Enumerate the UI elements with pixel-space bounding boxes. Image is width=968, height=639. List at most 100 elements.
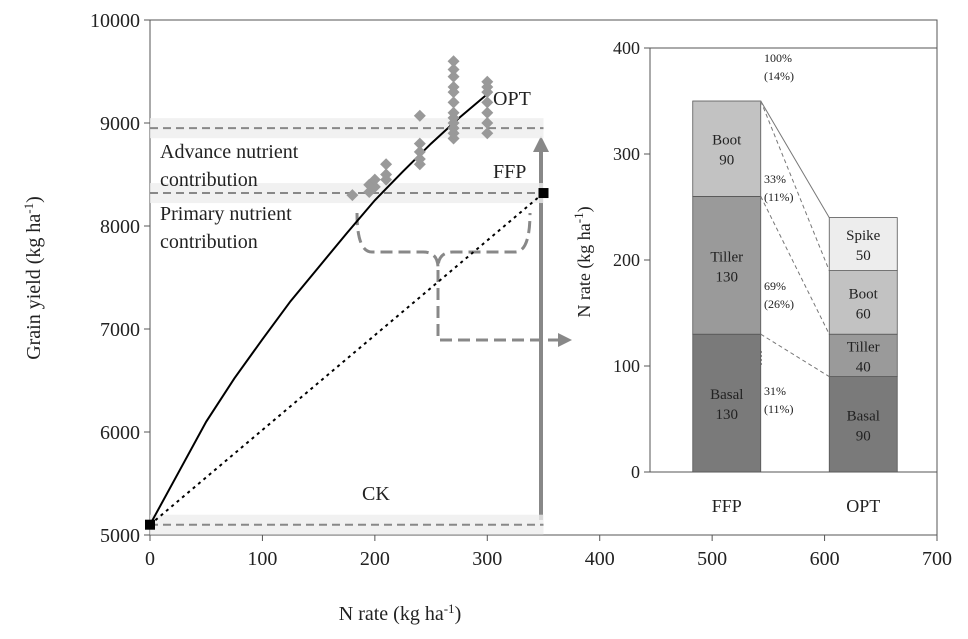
scatter-point: [447, 63, 460, 76]
x-tick-label: 500: [697, 548, 727, 570]
segment-name: Boot: [712, 133, 742, 149]
connector: [760, 100, 830, 218]
y-tick-label: 5000: [100, 525, 140, 547]
y-axis-label: Grain yield (kg ha-1): [21, 196, 46, 360]
y-tick-label: 300: [613, 144, 640, 164]
y-tick-label: 400: [613, 38, 640, 58]
dashed-arrow: [436, 270, 560, 342]
segment-value: 60: [856, 306, 871, 322]
scatter-point: [413, 109, 426, 122]
scatter-point: [413, 153, 426, 166]
scatter-point: [346, 189, 359, 202]
segment-value: 90: [719, 153, 734, 169]
percent-label: 100%: [764, 51, 792, 65]
percent-label: (26%): [764, 297, 794, 311]
bar-segment: [692, 195, 762, 335]
scatter-point: [413, 145, 426, 158]
x-tick-label: 700: [922, 548, 952, 570]
percent-label: (14%): [764, 69, 794, 83]
segment-value: 130: [716, 269, 739, 285]
segment-value: 40: [856, 359, 871, 375]
percent-label: (11%): [764, 190, 794, 204]
segment-value: 90: [856, 428, 871, 444]
x-tick-label: FFP: [712, 496, 742, 516]
y-tick-label: 9000: [100, 113, 140, 135]
inset-y-label-part: ): [574, 206, 595, 212]
scatter-point: [481, 75, 494, 88]
percent-label: 31%: [764, 384, 786, 398]
segment-name: Basal: [847, 408, 880, 424]
x-tick-label: 400: [585, 548, 615, 570]
inset-y-label: N rate (kg ha-1): [571, 206, 596, 317]
scatter-point: [481, 117, 494, 129]
scatter-point: [481, 96, 494, 109]
inset-y-label-part: N rate (kg ha: [574, 223, 595, 317]
scatter-point: [481, 127, 494, 140]
bar-segment: [828, 333, 898, 378]
annotation: Advance nutrient: [160, 141, 299, 163]
segment-name: Spike: [846, 228, 881, 244]
scatter-point: [413, 137, 426, 150]
y-tick-label: 0: [631, 462, 640, 482]
y-tick-label: 10000: [90, 10, 140, 32]
x-tick-label: OPT: [846, 496, 880, 516]
scatter-point: [380, 158, 393, 171]
scatter-point: [380, 168, 393, 181]
point-label: FFP: [493, 161, 526, 183]
segment-name: Tiller: [847, 339, 880, 355]
y-tick-label: 200: [613, 250, 640, 270]
line: [149, 93, 488, 526]
x-tick-label: 300: [472, 548, 502, 570]
inset-chart: 0 100 200 300 400 N rate (kg ha-1) FFP Basal 130…: [571, 38, 937, 516]
bar-segment: [828, 270, 898, 335]
x-tick-label: 200: [360, 548, 390, 570]
scatter-point: [368, 180, 381, 193]
main-chart: 0 100 200 300 400 500 600 700500060007000800090…: [21, 10, 953, 625]
annotation: contribution: [160, 169, 258, 191]
segment-name: Basal: [710, 387, 743, 403]
x-axis-label-part: N rate (kg ha: [339, 603, 444, 625]
inset-y-label-part: -1: [571, 212, 586, 223]
point-label: CK: [362, 483, 390, 505]
y-tick-label: 8000: [100, 216, 140, 238]
bracket: [355, 212, 532, 269]
annotation: Primary nutrient: [160, 203, 292, 225]
line: [149, 192, 545, 526]
scatter-point: [368, 173, 381, 186]
x-tick-label: 600: [810, 548, 840, 570]
bar-segment: [828, 376, 898, 473]
x-tick-label: 0: [145, 548, 155, 570]
scatter-point: [447, 70, 460, 83]
scatter-point: [447, 55, 460, 68]
point-marker: [145, 519, 155, 530]
x-tick-label: 100: [247, 548, 277, 570]
connector: [760, 100, 830, 271]
y-axis-label-part: ): [23, 196, 45, 203]
segment-value: 130: [716, 407, 739, 423]
percent-label: (11%): [764, 402, 794, 416]
scatter-point: [447, 96, 460, 109]
segment-value: 50: [856, 248, 871, 264]
connector: [760, 196, 830, 335]
y-tick-label: 7000: [100, 319, 140, 341]
bar-segment: [828, 217, 898, 272]
percent-label: 69%: [764, 279, 786, 293]
scatter-point: [481, 106, 494, 119]
y-axis-label-part: Grain yield (kg ha: [23, 214, 45, 360]
bar-segment: [692, 100, 762, 197]
scatter-point: [447, 80, 460, 93]
percent-label: 33%: [764, 172, 786, 186]
x-axis-label: N rate (kg ha-1): [339, 601, 461, 626]
plot-frame: [149, 19, 938, 536]
segment-name: Tiller: [710, 249, 743, 265]
arrow-head: [533, 136, 549, 152]
y-tick-label: 6000: [100, 422, 140, 444]
y-axis-label-part: -1: [21, 203, 36, 214]
annotation: contribution: [160, 231, 258, 253]
point-label: OPT: [493, 88, 531, 110]
scatter-point: [447, 106, 460, 119]
point-marker: [538, 188, 549, 199]
connector: [760, 333, 830, 378]
x-axis-label-part: ): [455, 603, 462, 625]
